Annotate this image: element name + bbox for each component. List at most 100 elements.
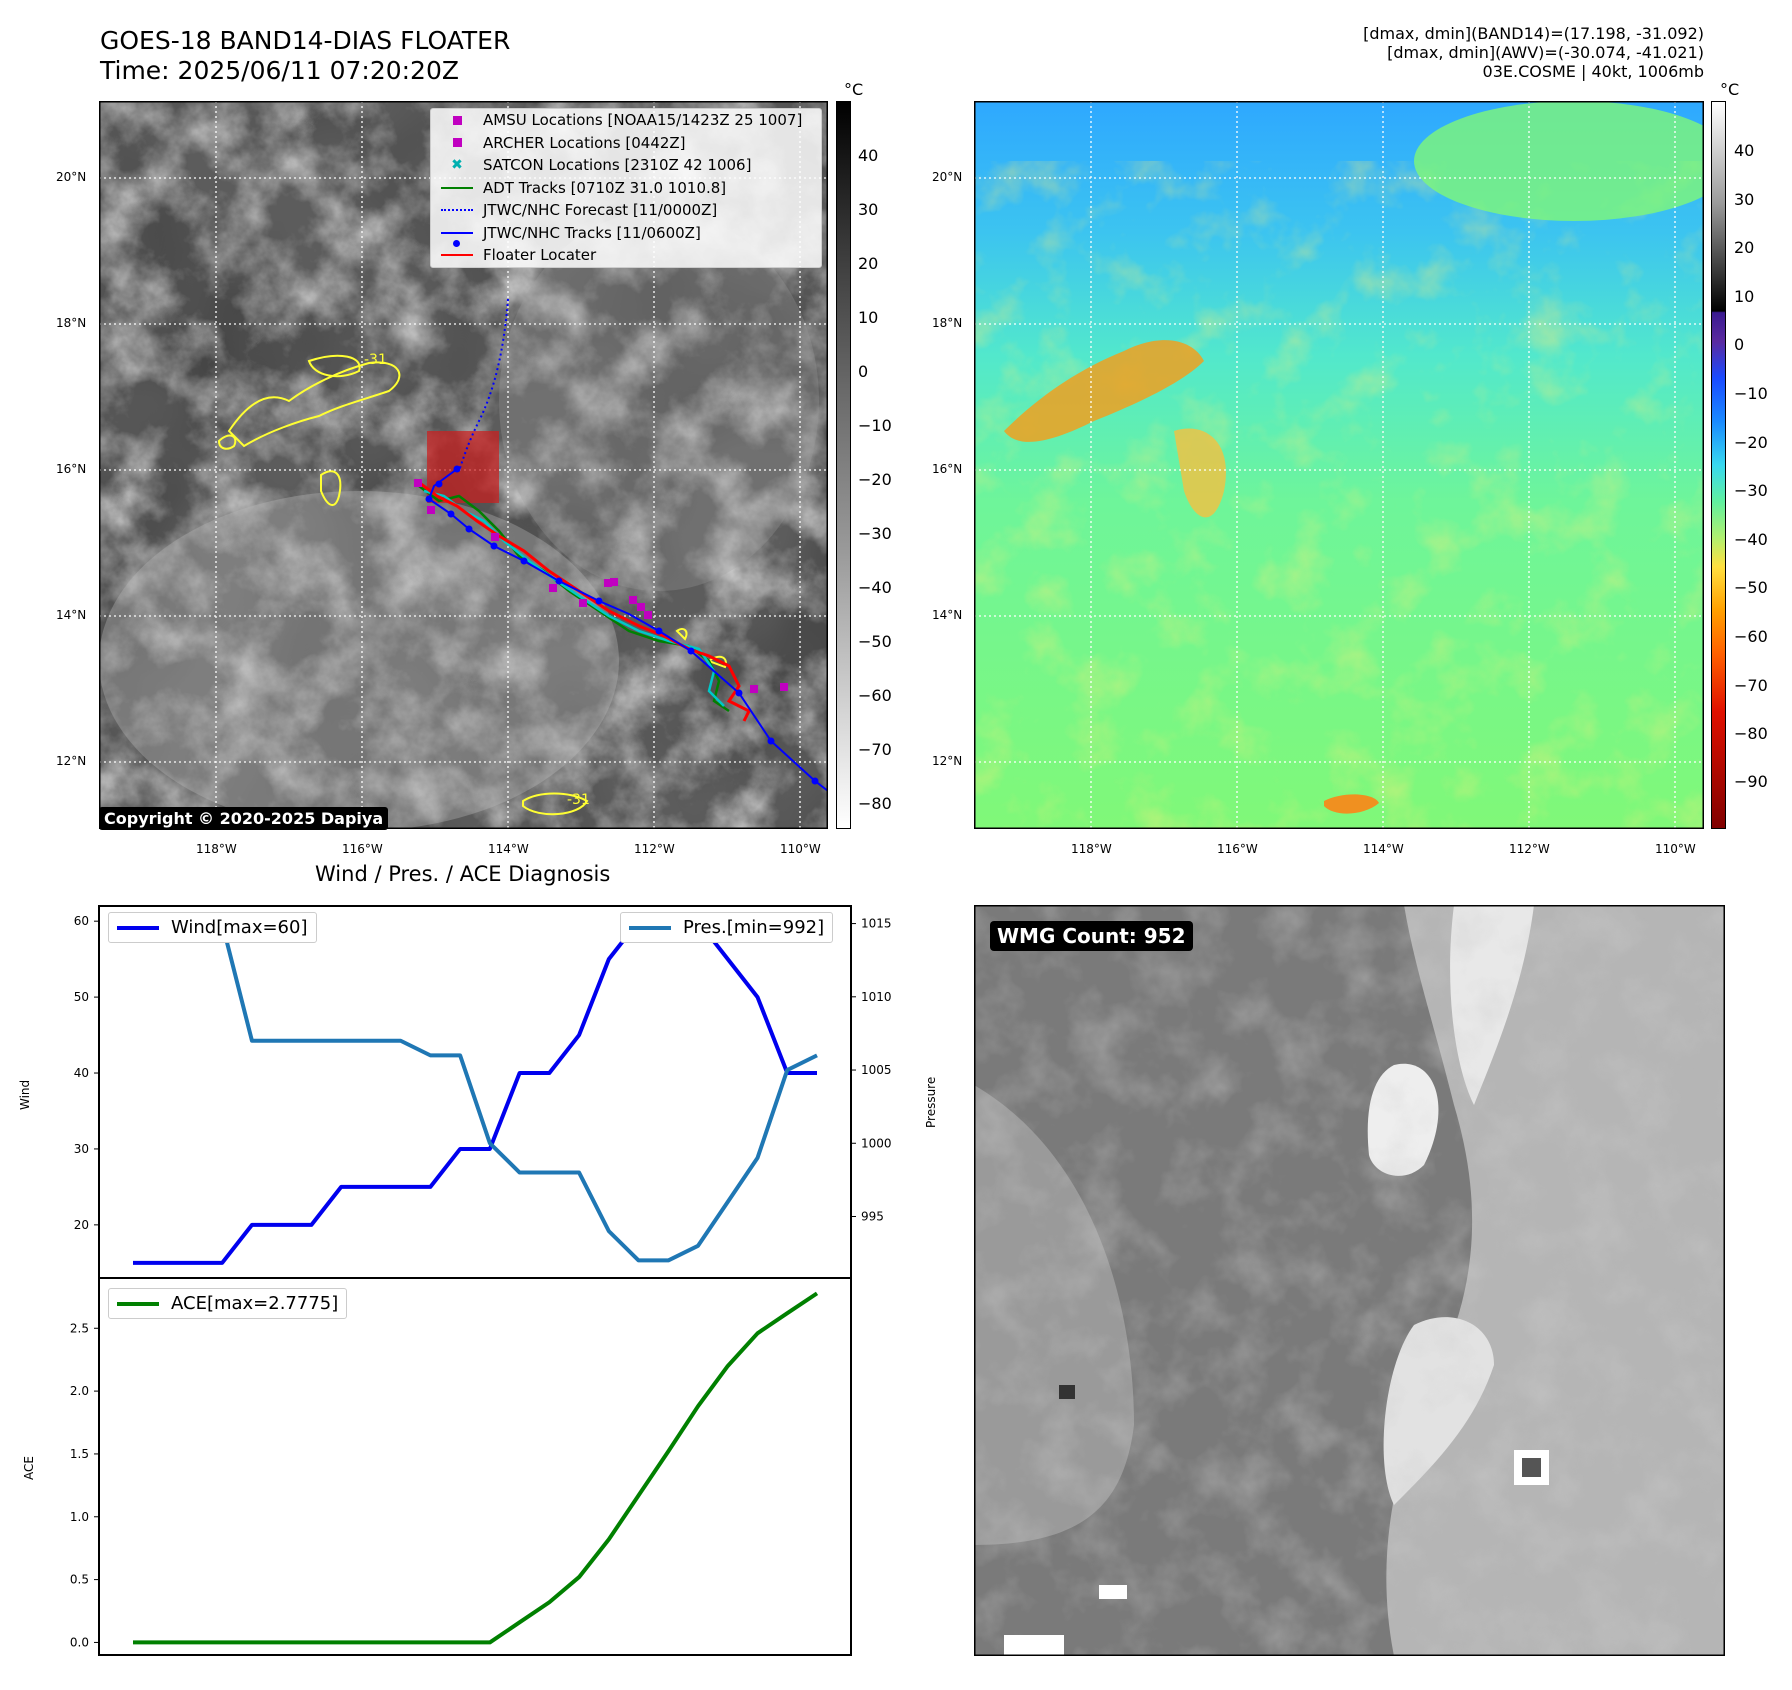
pressure-tick-label: 1005 [861, 1063, 892, 1077]
legend-floater: Floater Locater [431, 244, 821, 267]
cbar-tick: 40 [858, 146, 879, 165]
colorbar-unit: °C [1720, 80, 1740, 99]
lat-tick: 12°N [56, 754, 87, 768]
cbar-tick: −60 [858, 686, 892, 705]
lat-tick: 20°N [932, 170, 963, 184]
pressure-tick-label: 1015 [861, 917, 892, 931]
legend-jtwc: JTWC/NHC Tracks [11/0600Z] [431, 222, 821, 247]
contour-label-top: -31 [364, 352, 387, 368]
cbar-tick: −10 [1734, 384, 1768, 403]
legend-satcon: ✖ SATCON Locations [2310Z 42 1006] [451, 156, 752, 175]
ace-legend: ACE[max=2.7775] [108, 1288, 348, 1319]
cbar-tick: −20 [1734, 433, 1768, 452]
cbar-tick: −70 [858, 740, 892, 759]
info-storm: 03E.COSME | 40kt, 1006mb [1482, 62, 1704, 81]
figure-time: Time: 2025/06/11 07:20:20Z [100, 56, 459, 85]
wind-tick-label: 60 [74, 914, 89, 928]
pressure-tick-label: 1000 [861, 1136, 892, 1150]
info-awv: [dmax, dmin](AWV)=(-30.074, -41.021) [1387, 43, 1704, 62]
cbar-tick: 30 [858, 200, 879, 219]
legend-forecast: JTWC/NHC Forecast [11/0000Z] [431, 199, 821, 222]
lat-tick: 16°N [932, 462, 963, 476]
cbar-tick: 0 [1734, 335, 1745, 354]
awv-map [974, 101, 1704, 829]
cbar-tick: 20 [1734, 238, 1755, 257]
lat-tick: 14°N [932, 608, 963, 622]
lat-tick: 18°N [56, 316, 87, 330]
center-fix-markers [414, 479, 788, 693]
diag-title: Wind / Pres. / ACE Diagnosis [315, 862, 611, 886]
cbar-tick: 10 [858, 308, 879, 327]
awv-gridlines [974, 101, 1704, 829]
lon-tick: 110°W [1655, 842, 1696, 856]
wind-tick-label: 30 [74, 1142, 89, 1156]
map-legend: AMSU Locations [NOAA15/1423Z 25 1007] AR… [430, 108, 822, 268]
ace-tick-label: 1.5 [70, 1447, 89, 1461]
cold-top-areas [1004, 340, 1379, 814]
ace-tick-label: 2.0 [70, 1384, 89, 1398]
pressure-line [133, 921, 818, 1263]
wmg-image [974, 905, 1725, 1656]
cbar-tick: −80 [1734, 724, 1768, 743]
cbar-tick: −50 [1734, 578, 1768, 597]
cbar-tick: −70 [1734, 676, 1768, 695]
lat-tick: 20°N [56, 170, 87, 184]
gray-colorbar [836, 101, 851, 829]
cbar-tick: 20 [858, 254, 879, 273]
lat-tick: 18°N [932, 316, 963, 330]
lon-tick: 118°W [196, 842, 237, 856]
forecast-track [458, 298, 509, 472]
pressure-legend: Pres.[min=992] [620, 912, 834, 943]
cbar-tick: −10 [858, 416, 892, 435]
wind-tick-label: 40 [74, 1066, 89, 1080]
ace-tick-label: 2.5 [70, 1321, 89, 1335]
lon-tick: 118°W [1071, 842, 1112, 856]
ace-plot-frame [98, 1277, 852, 1656]
lon-tick: 112°W [1509, 842, 1550, 856]
legend-archer: ARCHER Locations [0442Z] [431, 132, 821, 155]
colorbar-unit: °C [844, 80, 864, 99]
lon-tick: 114°W [488, 842, 529, 856]
ace-tick-label: 0.5 [70, 1573, 89, 1587]
legend-adt: ADT Tracks [0710Z 31.0 1010.8] [431, 177, 821, 200]
ace-tick-label: 0.0 [70, 1635, 89, 1649]
lon-tick: 116°W [1217, 842, 1258, 856]
wind-plot-frame [98, 905, 852, 1279]
lon-tick: 114°W [1363, 842, 1404, 856]
cbar-tick: −30 [858, 524, 892, 543]
cbar-tick: 0 [858, 362, 869, 381]
ace-panel: 0.0 0.5 1.0 1.5 2.0 2.5 [70, 1277, 852, 1656]
cbar-tick: −30 [1734, 481, 1768, 500]
wind-axis-label: Wind [18, 1079, 32, 1110]
info-band14: [dmax, dmin](BAND14)=(17.198, -31.092) [1363, 24, 1704, 43]
contour-label-bottom: -31 [567, 792, 590, 808]
cbar-tick: 30 [1734, 190, 1755, 209]
lon-tick: 112°W [634, 842, 675, 856]
pressure-axis-label: Pressure [924, 1076, 938, 1128]
pressure-tick-label: 1010 [861, 990, 892, 1004]
floater-box [427, 431, 499, 503]
pressure-tick-label: 995 [861, 1209, 884, 1223]
cbar-tick: −40 [858, 578, 892, 597]
lat-tick: 12°N [932, 754, 963, 768]
ace-tick-label: 1.0 [70, 1510, 89, 1524]
wind-tick-label: 20 [74, 1218, 89, 1232]
jtwc-track [425, 465, 828, 792]
wmg-count-badge: WMG Count: 952 [990, 921, 1193, 951]
lon-tick: 116°W [342, 842, 383, 856]
wind-legend: Wind[max=60] [108, 912, 317, 943]
ace-axis-label: ACE [22, 1456, 36, 1480]
cold-cloud-contours [217, 354, 727, 816]
lon-tick: 110°W [780, 842, 821, 856]
figure-title: GOES-18 BAND14-DIAS FLOATER [100, 26, 511, 55]
awv-colorbar [1711, 101, 1726, 829]
cbar-tick: −90 [1734, 772, 1768, 791]
cbar-tick: −20 [858, 470, 892, 489]
legend-amsu: AMSU Locations [NOAA15/1423Z 25 1007] [431, 109, 821, 132]
diag-chart: 20 30 40 50 60 995 1000 1005 1010 1015 0.0 0.5 1.0 1… [70, 905, 892, 1656]
ace-line [133, 1291, 819, 1645]
cbar-tick: −40 [1734, 530, 1768, 549]
cbar-tick: −50 [858, 632, 892, 651]
cbar-tick: 40 [1734, 141, 1755, 160]
lat-tick: 16°N [56, 462, 87, 476]
